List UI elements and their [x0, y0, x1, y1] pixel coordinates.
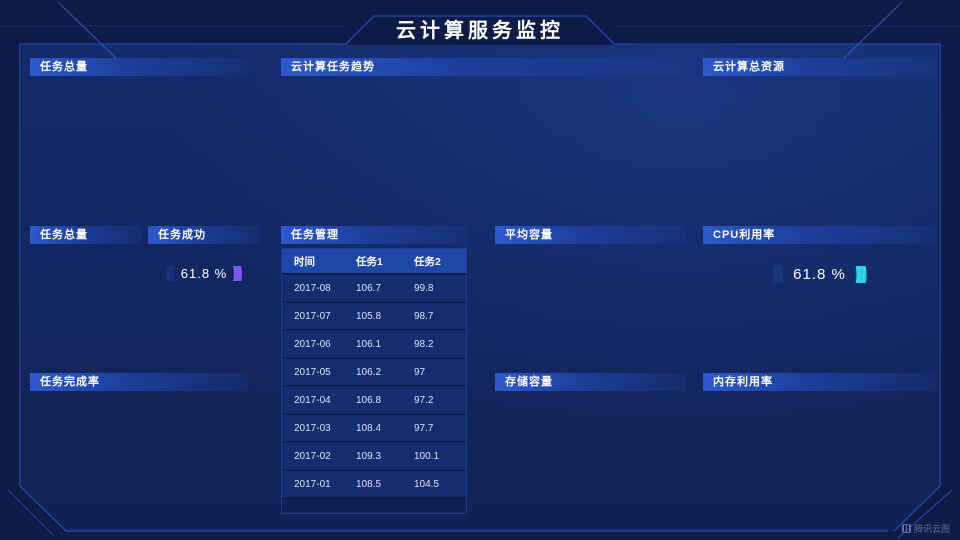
column-header: 任务1	[356, 255, 383, 268]
table-cell: 106.2	[356, 366, 382, 378]
column-header: 任务2	[414, 255, 441, 268]
panel-task-table: 任务管理 时间 任务1 任务2 2017-08 106.7 99.8 2017-07 105.…	[281, 226, 467, 514]
table-cell: 2017-06	[294, 338, 331, 350]
table-cell: 106.1	[356, 338, 382, 350]
table-cell: 100.1	[414, 450, 440, 462]
table-cell: 2017-04	[294, 394, 331, 406]
panel-title: 任务成功	[148, 226, 260, 244]
task-table: 时间 任务1 任务2 2017-08 106.7 99.8 2017-07 105.8 98.7…	[281, 248, 467, 514]
table-row: 2017-06 106.1 98.2	[282, 331, 466, 359]
table-cell: 109.3	[356, 450, 382, 462]
panel-title: 任务完成率	[30, 373, 248, 391]
gauge-value: 61.8 %	[793, 266, 846, 283]
column-header: 时间	[294, 255, 315, 268]
page-title: 云计算服务监控	[396, 20, 564, 42]
panel-title: 任务总量	[30, 58, 248, 76]
table-row: 2017-08 106.7 99.8	[282, 275, 466, 303]
table-cell: 2017-05	[294, 366, 331, 378]
task-success-gauge[interactable]: 61.8 %	[148, 266, 260, 281]
table-cell: 106.8	[356, 394, 382, 406]
table-header-row: 时间 任务1 任务2	[282, 249, 466, 275]
table-cell: 106.7	[356, 282, 382, 294]
panel-title: CPU利用率	[703, 226, 936, 244]
table-cell: 97	[414, 366, 426, 378]
table-row: 2017-01 108.5 104.5	[282, 471, 466, 499]
table-cell: 2017-03	[294, 422, 331, 434]
panel-title: 内存利用率	[703, 373, 936, 391]
panel-task-completion: 任务完成率 0500100015002000ABCDEFG	[30, 373, 248, 515]
panel-avg-capacity: 平均容量 05010015020002/0202/0302/0402/0502/…	[495, 226, 686, 367]
panel-task-total-area: 任务总量 05001000150020002017/012017/022017/…	[30, 58, 248, 212]
panel-cloud-resources: 云计算总资源 050010001500200001/0102/0103/0104…	[703, 58, 936, 212]
panel-title: 存储容量	[495, 373, 686, 391]
table-cell: 99.8	[414, 282, 434, 294]
panel-title: 任务总量	[30, 226, 142, 244]
panel-title: 平均容量	[495, 226, 686, 244]
panel-title: 云计算总资源	[703, 58, 936, 76]
table-cell: 98.2	[414, 338, 434, 350]
table-cell: 2017-02	[294, 450, 331, 462]
table-row: 2017-05 106.2 97	[282, 359, 466, 387]
cpu-usage-gauge[interactable]: 61.8 %	[703, 266, 936, 283]
table-cell: 104.5	[414, 478, 440, 490]
table-cell: 97.2	[414, 394, 434, 406]
table-cell: 97.7	[414, 422, 434, 434]
table-cell: 2017-07	[294, 310, 331, 322]
panel-title: 云计算任务趋势	[281, 58, 686, 76]
table-cell: 98.7	[414, 310, 434, 322]
panel-task-trend: 云计算任务趋势 050100150200一月二月三月四月五月六月七月八月九月十月…	[281, 58, 686, 212]
table-cell: 108.4	[356, 422, 382, 434]
table-row: 2017-07 105.8 98.7	[282, 303, 466, 331]
table-row: 2017-03 108.4 97.7	[282, 415, 466, 443]
table-row: 2017-04 106.8 97.2	[282, 387, 466, 415]
table-cell: 2017-01	[294, 478, 331, 490]
panel-cpu-usage: CPU利用率 61.8 %	[703, 226, 936, 367]
gauge-value: 61.8 %	[180, 266, 228, 281]
table-cell: 105.8	[356, 310, 382, 322]
panel-task-success: 任务成功 61.8 %	[148, 226, 260, 367]
panel-memory: 内存利用率 0500100015002000ABCDEF	[703, 373, 936, 515]
panel-storage: 存储容量 E40D120C160B50A80	[495, 373, 686, 515]
table-cell: 2017-08	[294, 282, 331, 294]
panel-title: 任务管理	[281, 226, 467, 244]
tencent-cloud-logo-icon	[901, 524, 911, 533]
watermark: 腾讯云图	[901, 522, 950, 535]
table-cell: 108.5	[356, 478, 382, 490]
panel-task-radar: 任务总量 ABCDEF	[30, 226, 142, 367]
watermark-label: 腾讯云图	[913, 524, 950, 534]
table-row: 2017-02 109.3 100.1	[282, 443, 466, 471]
